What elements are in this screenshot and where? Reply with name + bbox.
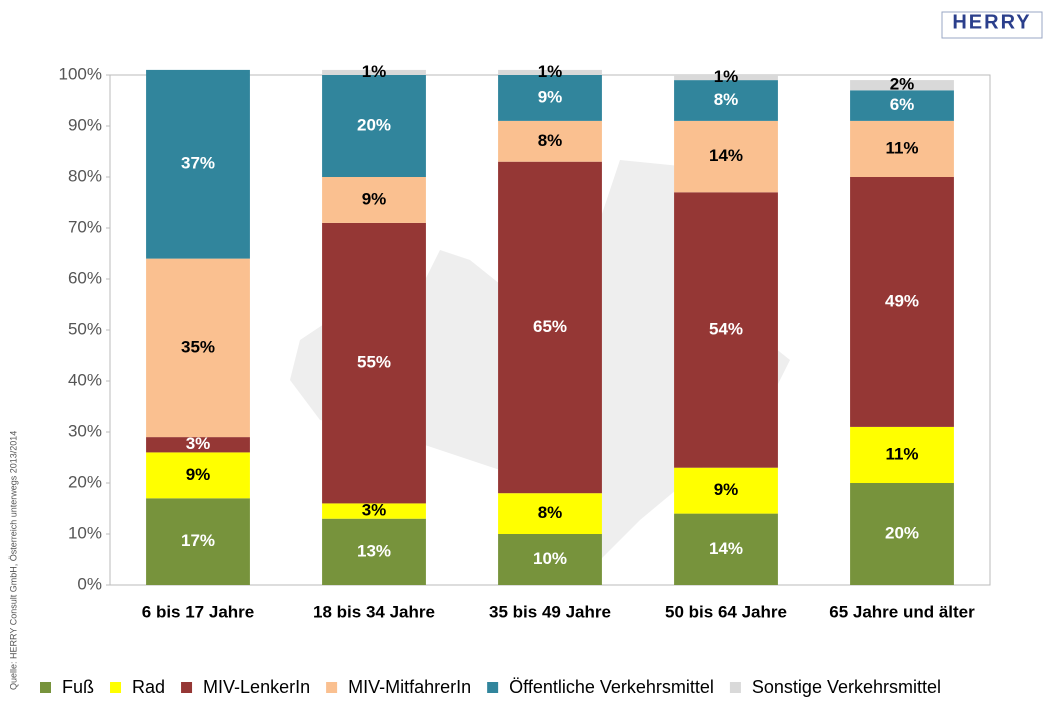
data-label: 1% <box>714 67 739 86</box>
bar-segment <box>498 120 602 162</box>
bar-segment <box>498 69 602 75</box>
legend-label: Öffentliche Verkehrsmittel <box>509 677 714 697</box>
data-label: 49% <box>885 291 919 310</box>
bar-segment <box>674 75 778 81</box>
bar-segment <box>322 222 426 504</box>
data-label: 11% <box>885 444 918 463</box>
data-label: 1% <box>362 62 387 81</box>
data-label: 1% <box>538 62 563 81</box>
bar-segment <box>850 426 954 483</box>
bar-segment <box>674 120 778 193</box>
legend-label: Sonstige Verkehrsmittel <box>752 677 941 697</box>
x-tick-label: 65 Jahre und älter <box>829 602 975 621</box>
data-label: 2% <box>890 75 915 94</box>
data-label: 13% <box>357 541 391 560</box>
legend-swatch <box>326 682 338 693</box>
bar-segment <box>674 192 778 468</box>
legend-label: Rad <box>132 677 165 697</box>
bar-segment <box>146 69 250 259</box>
bar-segment <box>498 493 602 534</box>
bar-segment <box>146 258 250 438</box>
bar-segment <box>322 75 426 177</box>
legend-label: MIV-LenkerIn <box>203 677 310 697</box>
y-tick-label: 100% <box>59 64 102 83</box>
bar-segment <box>850 80 954 91</box>
legend-swatch <box>181 682 193 693</box>
bar-segment <box>850 177 954 427</box>
legend-label: Fuß <box>62 677 94 697</box>
data-label: 9% <box>538 87 563 106</box>
data-label: 20% <box>357 115 391 134</box>
data-label: 8% <box>714 90 739 109</box>
bar-segment <box>674 467 778 514</box>
y-tick-label: 90% <box>68 115 102 134</box>
legend-label: MIV-MitfahrerIn <box>348 677 471 697</box>
y-tick-label: 10% <box>68 523 102 542</box>
data-label: 3% <box>186 434 211 453</box>
x-tick-label: 6 bis 17 Jahre <box>142 602 254 621</box>
bar-segment <box>498 534 602 585</box>
bar-segment <box>498 75 602 121</box>
legend-swatch <box>729 682 741 693</box>
data-label: 11% <box>885 138 918 157</box>
data-label: 8% <box>538 131 563 150</box>
y-tick-label: 50% <box>68 319 102 338</box>
bar-segment <box>850 90 954 121</box>
bar-segment <box>850 483 954 585</box>
y-tick-label: 40% <box>68 370 102 389</box>
data-label: 37% <box>181 154 215 173</box>
bar-segment <box>674 80 778 121</box>
y-tick-label: 70% <box>68 217 102 236</box>
data-label: 14% <box>709 539 743 558</box>
bar-segment <box>322 503 426 519</box>
x-tick-label: 35 bis 49 Jahre <box>489 602 611 621</box>
bar-segment <box>322 177 426 223</box>
legend-swatch <box>487 682 499 693</box>
source: Quelle: HERRY Consult GmbH, Österreich u… <box>8 431 18 690</box>
legend-swatch <box>40 682 51 693</box>
bar-segment <box>322 69 426 75</box>
data-label: 35% <box>181 337 215 356</box>
bar-segment <box>146 437 250 453</box>
bar-segment <box>146 452 250 499</box>
data-label: 3% <box>362 501 387 520</box>
data-label: 14% <box>709 146 743 165</box>
logo-box <box>941 11 1043 39</box>
data-label: 54% <box>709 319 743 338</box>
data-label: 6% <box>890 95 915 114</box>
data-label: 9% <box>362 189 387 208</box>
bar-segment <box>146 498 250 585</box>
legend-swatch <box>110 682 122 693</box>
data-label: 9% <box>186 465 211 484</box>
data-label: 55% <box>357 353 391 372</box>
bar-segment <box>850 120 954 177</box>
data-label: 9% <box>714 480 739 499</box>
data-label: 8% <box>538 503 563 522</box>
data-label: 17% <box>181 531 215 550</box>
x-tick-label: 18 bis 34 Jahre <box>313 602 435 621</box>
bar-segment <box>498 161 602 494</box>
logo: HERRY <box>952 11 1031 33</box>
y-tick-label: 30% <box>68 421 102 440</box>
y-tick-label: 60% <box>68 268 102 287</box>
bar-segment <box>322 518 426 585</box>
data-label: 65% <box>533 317 567 336</box>
data-label: 10% <box>533 549 567 568</box>
x-tick-label: 50 bis 64 Jahre <box>665 602 787 621</box>
y-tick-label: 0% <box>77 574 102 593</box>
data-label: 20% <box>885 523 919 542</box>
bar-segment <box>674 513 778 585</box>
y-tick-label: 20% <box>68 472 102 491</box>
y-tick-label: 80% <box>68 166 102 185</box>
